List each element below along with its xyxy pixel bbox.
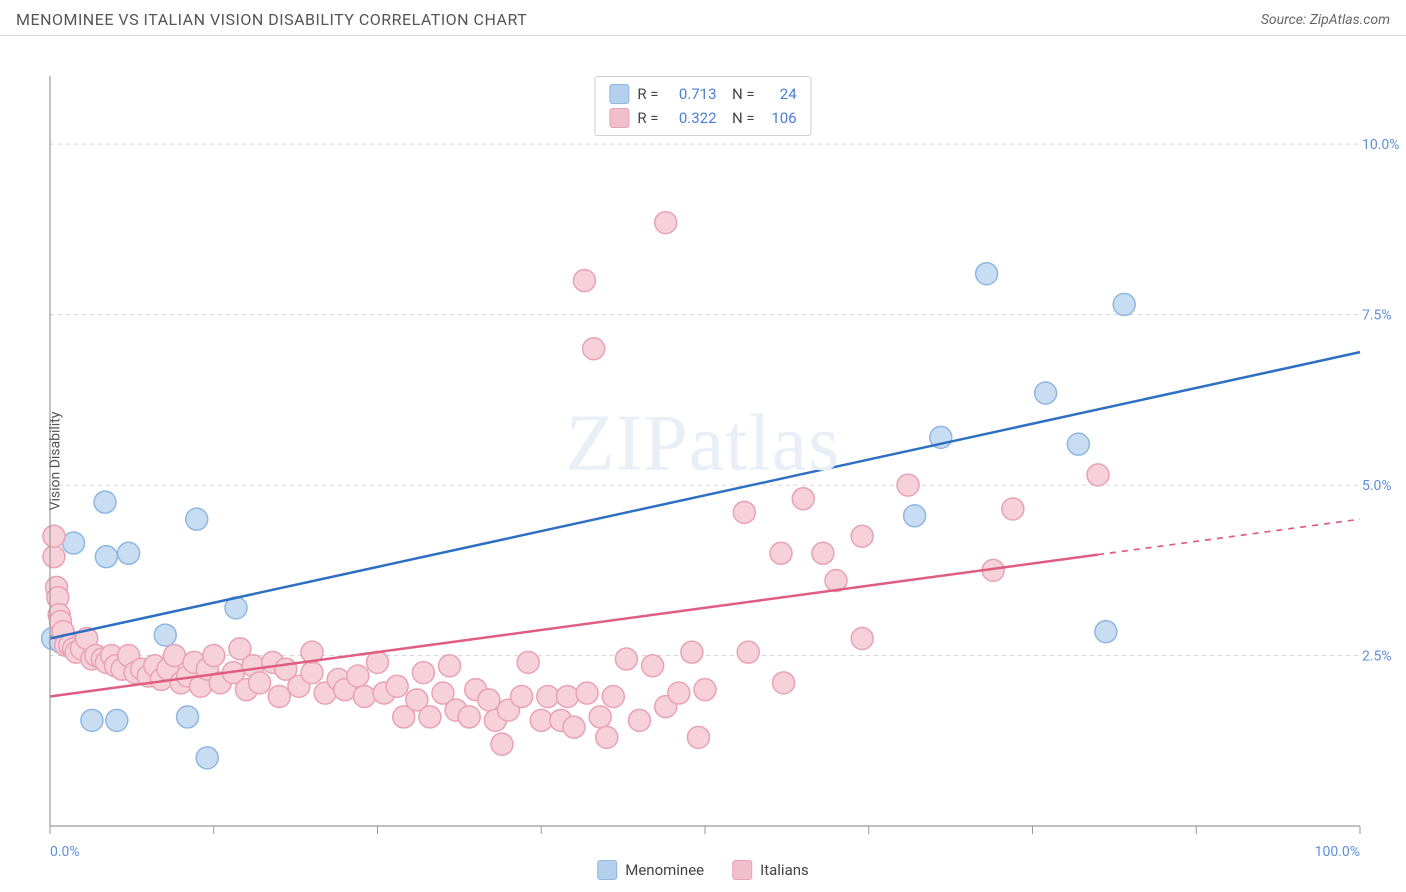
data-point xyxy=(1035,382,1057,404)
data-point xyxy=(602,685,624,707)
data-point xyxy=(63,532,85,554)
data-point xyxy=(576,682,598,704)
n-label: N = xyxy=(725,106,755,130)
data-point xyxy=(615,648,637,670)
data-point xyxy=(386,675,408,697)
data-point xyxy=(347,665,369,687)
legend-label: Menominee xyxy=(625,861,704,879)
data-point xyxy=(118,542,140,564)
data-point xyxy=(773,672,795,694)
chart-area: ZIPatlas Vision Disability 0.0%100.0%2.5… xyxy=(0,36,1406,886)
legend-swatch xyxy=(609,84,629,104)
legend-swatch xyxy=(609,108,629,128)
legend-label: Italians xyxy=(760,861,809,879)
data-point xyxy=(642,655,664,677)
data-point xyxy=(563,716,585,738)
data-point xyxy=(491,733,513,755)
chart-source: Source: ZipAtlas.com xyxy=(1261,12,1390,28)
data-point xyxy=(94,491,116,513)
trend-line xyxy=(50,555,1098,697)
legend-swatch xyxy=(732,860,752,880)
data-point xyxy=(851,525,873,547)
data-point xyxy=(589,706,611,728)
x-tick-label: 0.0% xyxy=(50,844,80,860)
data-point xyxy=(596,726,618,748)
data-point xyxy=(897,474,919,496)
data-point xyxy=(976,263,998,285)
legend-correlation: R = 0.713 N = 24 R = 0.322 N = 106 xyxy=(594,76,811,136)
y-tick-label: 5.0% xyxy=(1362,478,1392,494)
n-value: 24 xyxy=(763,82,797,106)
data-point xyxy=(573,270,595,292)
data-point xyxy=(737,641,759,663)
data-point xyxy=(249,672,271,694)
data-point xyxy=(733,501,755,523)
data-point xyxy=(792,488,814,510)
data-point xyxy=(154,624,176,646)
data-point xyxy=(1087,464,1109,486)
data-point xyxy=(177,706,199,728)
data-point xyxy=(851,628,873,650)
data-point xyxy=(106,709,128,731)
data-point xyxy=(556,685,578,707)
data-point xyxy=(43,525,65,547)
data-point xyxy=(1113,293,1135,315)
data-point xyxy=(268,685,290,707)
data-point xyxy=(95,546,117,568)
r-value: 0.322 xyxy=(667,106,717,130)
data-point xyxy=(367,651,389,673)
legend-series-item: Italians xyxy=(732,860,809,880)
legend-series-item: Menominee xyxy=(597,860,704,880)
r-label: R = xyxy=(637,82,658,106)
data-point xyxy=(687,726,709,748)
n-label: N = xyxy=(725,82,755,106)
chart-header: MENOMINEE VS ITALIAN VISION DISABILITY C… xyxy=(0,0,1406,36)
legend-correlation-row: R = 0.713 N = 24 xyxy=(609,82,796,106)
trend-line-dashed xyxy=(1098,519,1360,554)
data-point xyxy=(668,682,690,704)
data-point xyxy=(412,662,434,684)
y-axis-label: Vision Disability xyxy=(47,412,63,511)
data-point xyxy=(511,685,533,707)
data-point xyxy=(43,546,65,568)
data-point xyxy=(196,747,218,769)
data-point xyxy=(904,505,926,527)
data-point xyxy=(530,709,552,731)
y-tick-label: 7.5% xyxy=(1362,308,1392,324)
data-point xyxy=(517,651,539,673)
y-tick-label: 2.5% xyxy=(1362,649,1392,665)
data-point xyxy=(203,645,225,667)
data-point xyxy=(419,706,441,728)
r-value: 0.713 xyxy=(667,82,717,106)
data-point xyxy=(458,706,480,728)
data-point xyxy=(655,212,677,234)
data-point xyxy=(301,662,323,684)
data-point xyxy=(1095,621,1117,643)
data-point xyxy=(681,641,703,663)
data-point xyxy=(1002,498,1024,520)
legend-swatch xyxy=(597,860,617,880)
data-point xyxy=(629,709,651,731)
data-point xyxy=(163,645,185,667)
data-point xyxy=(1067,433,1089,455)
data-point xyxy=(186,508,208,530)
data-point xyxy=(694,679,716,701)
data-point xyxy=(583,338,605,360)
data-point xyxy=(812,542,834,564)
trend-line xyxy=(50,352,1360,638)
r-label: R = xyxy=(637,106,658,130)
x-tick-label: 100.0% xyxy=(1315,844,1360,860)
n-value: 106 xyxy=(763,106,797,130)
legend-correlation-row: R = 0.322 N = 106 xyxy=(609,106,796,130)
legend-series: Menominee Italians xyxy=(597,860,809,880)
data-point xyxy=(537,685,559,707)
data-point xyxy=(439,655,461,677)
data-point xyxy=(478,689,500,711)
data-point xyxy=(353,685,375,707)
data-point xyxy=(81,709,103,731)
y-tick-label: 10.0% xyxy=(1362,137,1400,153)
chart-title: MENOMINEE VS ITALIAN VISION DISABILITY C… xyxy=(16,10,527,29)
scatter-plot-svg: 0.0% 100.0% 2.5% 5.0% 7.5% 10.0% xyxy=(0,36,1406,886)
data-point xyxy=(770,542,792,564)
